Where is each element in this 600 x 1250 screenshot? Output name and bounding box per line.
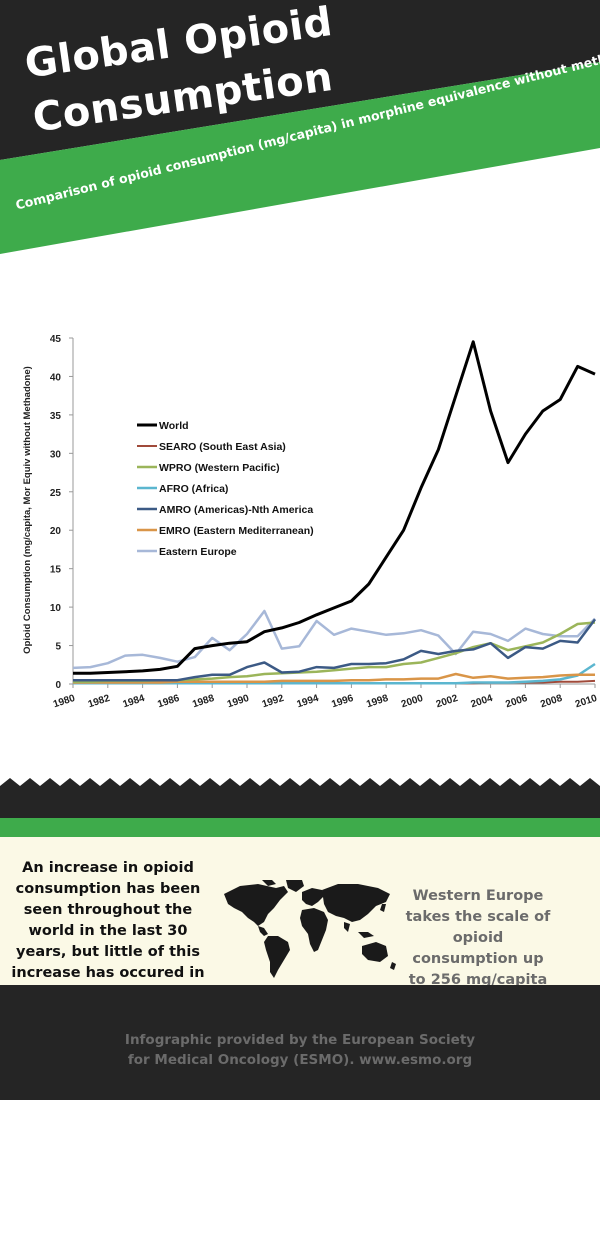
x-tick-label: 1996 bbox=[330, 693, 355, 710]
zigzag-dark-band bbox=[0, 778, 600, 820]
info-right-text: Western Europe takes the scale of opioid… bbox=[405, 888, 551, 988]
header-banner: Global Opioid Consumption Comparison of … bbox=[0, 0, 600, 260]
info-panel bbox=[0, 837, 600, 985]
y-tick-label: 40 bbox=[50, 372, 62, 383]
footer-credit-line-1: Infographic provided by the European Soc… bbox=[124, 1032, 476, 1048]
footer-credit: Infographic provided by the European Soc… bbox=[0, 1030, 600, 1070]
line-chart-svg: 0 5 10 15 20 25 30 35 40 45 1980 1982 1984 1986 1988 19… bbox=[22, 334, 599, 710]
series-line-eastern-europe bbox=[72, 609, 596, 670]
x-tick-label: 1994 bbox=[296, 693, 321, 710]
footer-credit-line-2: for Medical Oncology (ESMO). www.esmo.or… bbox=[127, 1052, 473, 1068]
x-tick-label: 2004 bbox=[470, 693, 495, 710]
y-tick-label: 5 bbox=[55, 642, 61, 653]
header-dark-band bbox=[0, 0, 600, 160]
y-tick-label: 0 bbox=[55, 680, 61, 691]
y-tick-label: 30 bbox=[50, 449, 62, 460]
header-green-band bbox=[0, 62, 600, 254]
chart-series-layer bbox=[72, 340, 596, 685]
y-tick-label: 45 bbox=[50, 334, 62, 345]
legend-label: WPRO (Western Pacific) bbox=[159, 462, 280, 474]
series-line-emro-eastern-mediterranean bbox=[73, 672, 595, 684]
opioid-consumption-chart: 0 5 10 15 20 25 30 35 40 45 1980 1982 1984 1986 1988 19… bbox=[0, 320, 600, 720]
y-tick-label: 35 bbox=[50, 411, 62, 422]
legend-label: AMRO (Americas)-Nth America bbox=[159, 504, 313, 516]
chart-legend: World SEARO (South East Asia) WPRO (Wester… bbox=[137, 420, 314, 558]
x-tick-label: 1988 bbox=[191, 693, 216, 710]
x-tick-label: 1982 bbox=[87, 693, 112, 710]
y-axis-label: Opioid Consumption (mg/capita, Mor Equiv… bbox=[22, 366, 33, 654]
world-map-icon bbox=[224, 880, 396, 978]
x-tick-label: 1990 bbox=[226, 693, 251, 710]
green-stripe bbox=[0, 818, 600, 837]
zigzag-divider bbox=[0, 778, 600, 820]
x-tick-label: 1984 bbox=[122, 693, 147, 710]
x-tick-label: 2002 bbox=[435, 693, 460, 710]
legend-label: World bbox=[159, 420, 189, 432]
x-tick-label: 2010 bbox=[574, 693, 599, 710]
y-tick-label: 25 bbox=[50, 488, 62, 499]
legend-label: AFRO (Africa) bbox=[159, 483, 228, 495]
legend-label: EMRO (Eastern Mediterranean) bbox=[159, 525, 314, 537]
legend-label: SEARO (South East Asia) bbox=[159, 441, 286, 453]
series-line-amro-americas-nth-america bbox=[73, 618, 596, 682]
x-tick-label: 1986 bbox=[156, 693, 181, 710]
y-tick-label: 20 bbox=[50, 526, 62, 537]
y-tick-label: 10 bbox=[50, 603, 62, 614]
y-tick-label: 15 bbox=[50, 565, 62, 576]
x-tick-label: 2006 bbox=[504, 693, 529, 710]
x-tick-label: 1998 bbox=[365, 693, 390, 710]
series-line-world bbox=[73, 340, 596, 675]
x-tick-label: 2000 bbox=[400, 693, 425, 710]
footer bbox=[0, 985, 600, 1100]
header-background bbox=[0, 0, 600, 254]
x-tick-label: 1992 bbox=[261, 693, 286, 710]
x-tick-label: 2008 bbox=[539, 693, 564, 710]
legend-label: Eastern Europe bbox=[159, 546, 237, 558]
x-tick-label: 1980 bbox=[52, 693, 77, 710]
